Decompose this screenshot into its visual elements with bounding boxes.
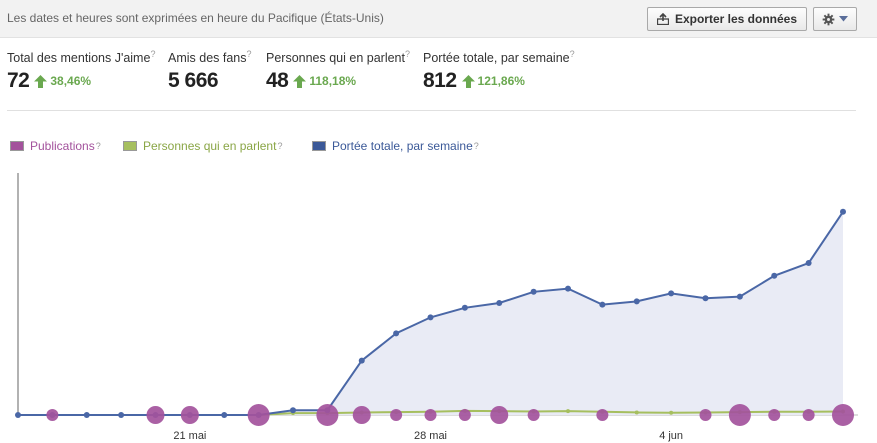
help-mark[interactable]: ? — [404, 49, 410, 59]
metric-change: 118,18% — [309, 74, 357, 89]
metric-friends-of-fans: Amis des fans? 5 666 — [168, 49, 252, 93]
help-mark[interactable]: ? — [473, 141, 479, 151]
publication-marker — [46, 409, 59, 421]
reach-point — [358, 357, 365, 364]
help-mark[interactable]: ? — [150, 49, 156, 59]
legend-swatch — [10, 141, 24, 151]
reach-point — [565, 285, 571, 292]
publication-marker — [390, 409, 403, 421]
legend-weekly-reach[interactable]: Portée totale, par semaine? — [312, 139, 479, 153]
publication-marker — [768, 409, 781, 421]
help-mark[interactable]: ? — [569, 49, 575, 59]
reach-chart: 21 mai 28 mai 4 jun — [15, 173, 858, 442]
export-data-label: Exporter les données — [674, 12, 798, 26]
metric-weekly-reach: Portée totale, par semaine? 812 121,86% — [423, 49, 575, 93]
publication-marker — [146, 406, 165, 424]
timezone-note: Les dates et heures sont exprimées en he… — [7, 11, 384, 25]
reach-point — [83, 412, 90, 418]
legend-label: Publications — [30, 139, 95, 153]
publication-marker — [458, 409, 471, 421]
reach-point — [599, 301, 606, 308]
export-data-button[interactable]: Exporter les données — [647, 7, 807, 31]
reach-point — [118, 412, 125, 418]
publication-marker — [596, 409, 609, 421]
metric-value: 812 — [423, 69, 457, 93]
metric-value: 5 666 — [168, 69, 219, 93]
publication-marker — [832, 404, 854, 426]
publication-marker — [699, 409, 712, 421]
legend-label: Personnes qui en parlent — [143, 139, 277, 153]
arrow-up-icon — [461, 74, 475, 88]
gear-icon — [822, 13, 835, 25]
publication-marker — [180, 406, 199, 424]
publication-marker — [527, 409, 540, 421]
settings-menu-button[interactable] — [813, 7, 857, 31]
talking-about-point — [566, 409, 570, 414]
help-mark[interactable]: ? — [246, 49, 252, 59]
reach-point — [393, 330, 400, 337]
reach-point — [290, 407, 296, 414]
metric-value: 72 — [7, 69, 30, 93]
talking-about-point — [634, 410, 639, 415]
publication-marker — [728, 404, 751, 426]
reach-point — [427, 314, 434, 321]
arrow-up-icon — [293, 74, 307, 88]
reach-point — [736, 293, 743, 300]
chevron-down-icon — [839, 16, 848, 22]
legend-swatch — [123, 141, 137, 151]
reach-point — [221, 412, 228, 418]
metric-value: 48 — [266, 69, 289, 93]
metric-change: 38,46% — [50, 74, 92, 89]
talking-about-point — [669, 410, 674, 415]
help-mark[interactable]: ? — [95, 141, 101, 151]
top-bar: Les dates et heures sont exprimées en he… — [0, 0, 877, 38]
reach-point — [15, 412, 21, 418]
reach-point — [771, 272, 778, 279]
metric-label: Amis des fans — [168, 51, 247, 66]
arrow-up-icon — [34, 74, 48, 88]
x-tick-label: 28 mai — [414, 430, 447, 442]
publication-marker — [352, 406, 371, 424]
x-tick-label: 4 jun — [659, 430, 683, 442]
metric-label: Total des mentions J'aime — [7, 51, 151, 66]
reach-point — [496, 300, 503, 306]
reach-point — [633, 298, 640, 305]
reach-point — [530, 288, 537, 295]
publication-marker — [424, 409, 437, 421]
legend-label: Portée totale, par semaine — [332, 139, 473, 153]
metric-change: 121,86% — [477, 74, 525, 89]
metric-talking-about: Personnes qui en parlent? 48 118,18% — [266, 49, 410, 93]
metric-total-likes: Total des mentions J'aime? 72 38,46% — [7, 49, 155, 93]
reach-point — [668, 290, 675, 297]
publication-marker — [490, 406, 509, 424]
divider — [7, 110, 856, 111]
help-mark[interactable]: ? — [277, 141, 283, 151]
reach-point — [840, 208, 846, 215]
publication-marker — [316, 404, 339, 426]
legend-talking-about[interactable]: Personnes qui en parlent? — [123, 139, 282, 153]
legend-swatch — [312, 141, 326, 151]
reach-point — [805, 260, 812, 266]
metric-label: Portée totale, par semaine — [423, 51, 570, 66]
x-tick-label: 21 mai — [173, 430, 206, 442]
publication-marker — [247, 404, 270, 426]
upload-icon — [656, 13, 669, 25]
reach-area — [18, 211, 843, 415]
metric-label: Personnes qui en parlent — [266, 51, 405, 66]
reach-point — [702, 295, 709, 302]
legend-publications[interactable]: Publications? — [10, 139, 101, 153]
publication-marker — [802, 409, 815, 421]
reach-point — [461, 304, 468, 311]
